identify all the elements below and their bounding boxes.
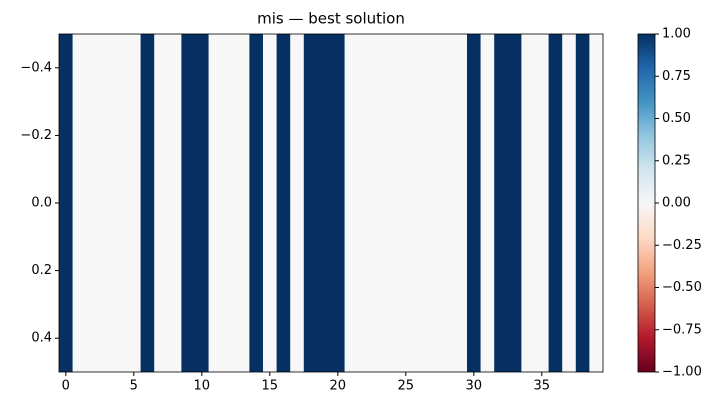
colorbar-tick-label: −0.75 xyxy=(662,322,702,337)
heatmap-cell xyxy=(467,34,481,372)
colorbar-tick-label: 1.00 xyxy=(662,27,691,42)
colorbar-tick-label: 0.25 xyxy=(662,153,691,168)
heatmap-cell xyxy=(344,34,359,372)
heatmap-cell xyxy=(235,34,250,372)
colorbar-tick-label: 0.75 xyxy=(662,69,691,84)
heatmap-cell xyxy=(154,34,169,372)
y-tick-label: −0.4 xyxy=(20,60,52,75)
colorbar-tick-label: 0.00 xyxy=(662,196,691,211)
heatmap-cell xyxy=(589,34,604,372)
heatmap-cell xyxy=(439,34,454,372)
heatmap-cell xyxy=(113,34,128,372)
heatmap-cell xyxy=(412,34,427,372)
heatmap-cell xyxy=(167,34,182,372)
heatmap-cell xyxy=(494,34,509,372)
x-tick-label: 15 xyxy=(262,379,279,394)
heatmap-cell xyxy=(331,34,345,372)
heatmap-cell xyxy=(358,34,373,372)
heatmap-cell xyxy=(195,34,209,372)
heatmap-cell xyxy=(426,34,441,372)
x-tick-label: 35 xyxy=(534,379,551,394)
heatmap-cell xyxy=(181,34,196,372)
y-tick-label: 0.0 xyxy=(31,196,52,211)
colorbar-tick-label: 0.50 xyxy=(662,111,691,126)
colorbar-tick-label: −0.25 xyxy=(662,238,702,253)
heatmap-cell xyxy=(208,34,223,372)
heatmap-cell xyxy=(535,34,549,372)
heatmap-cell xyxy=(86,34,101,372)
x-tick-label: 10 xyxy=(194,379,211,394)
y-tick-label: 0.2 xyxy=(31,263,52,278)
heatmap-cell xyxy=(263,34,277,372)
heatmap-cell xyxy=(548,34,563,372)
y-tick-label: 0.4 xyxy=(31,331,52,346)
heatmap-cell xyxy=(303,34,318,372)
colorbar xyxy=(637,33,656,373)
heatmap-cell xyxy=(99,34,114,372)
heatmap-cell xyxy=(521,34,536,372)
x-tick-label: 20 xyxy=(330,379,347,394)
heatmap-cell xyxy=(276,34,291,372)
heatmap-cell xyxy=(371,34,386,372)
chart-title: mis — best solution xyxy=(257,10,405,28)
heatmap-cell xyxy=(222,34,237,372)
heatmap-cell xyxy=(59,34,73,372)
heatmap-cell xyxy=(290,34,305,372)
heatmap-cell xyxy=(453,34,468,372)
heatmap-cell xyxy=(385,34,400,372)
heatmap-cell xyxy=(399,34,413,372)
heatmap-cell xyxy=(562,34,577,372)
heatmap-cell xyxy=(575,34,590,372)
x-tick-label: 25 xyxy=(398,379,415,394)
heatmap-cell xyxy=(507,34,522,372)
y-tick-label: −0.2 xyxy=(20,128,52,143)
heatmap-cell xyxy=(480,34,495,372)
heatmap-cell xyxy=(72,34,87,372)
heatmap-cell xyxy=(127,34,141,372)
heatmap-cell xyxy=(140,34,155,372)
x-tick-label: 5 xyxy=(130,379,138,394)
heatmap-cell xyxy=(249,34,264,372)
x-tick-label: 30 xyxy=(466,379,483,394)
heatmap-cell xyxy=(317,34,332,372)
colorbar-tick-label: −1.00 xyxy=(662,365,702,380)
x-tick-label: 0 xyxy=(62,379,70,394)
colorbar-tick-label: −0.50 xyxy=(662,280,702,295)
